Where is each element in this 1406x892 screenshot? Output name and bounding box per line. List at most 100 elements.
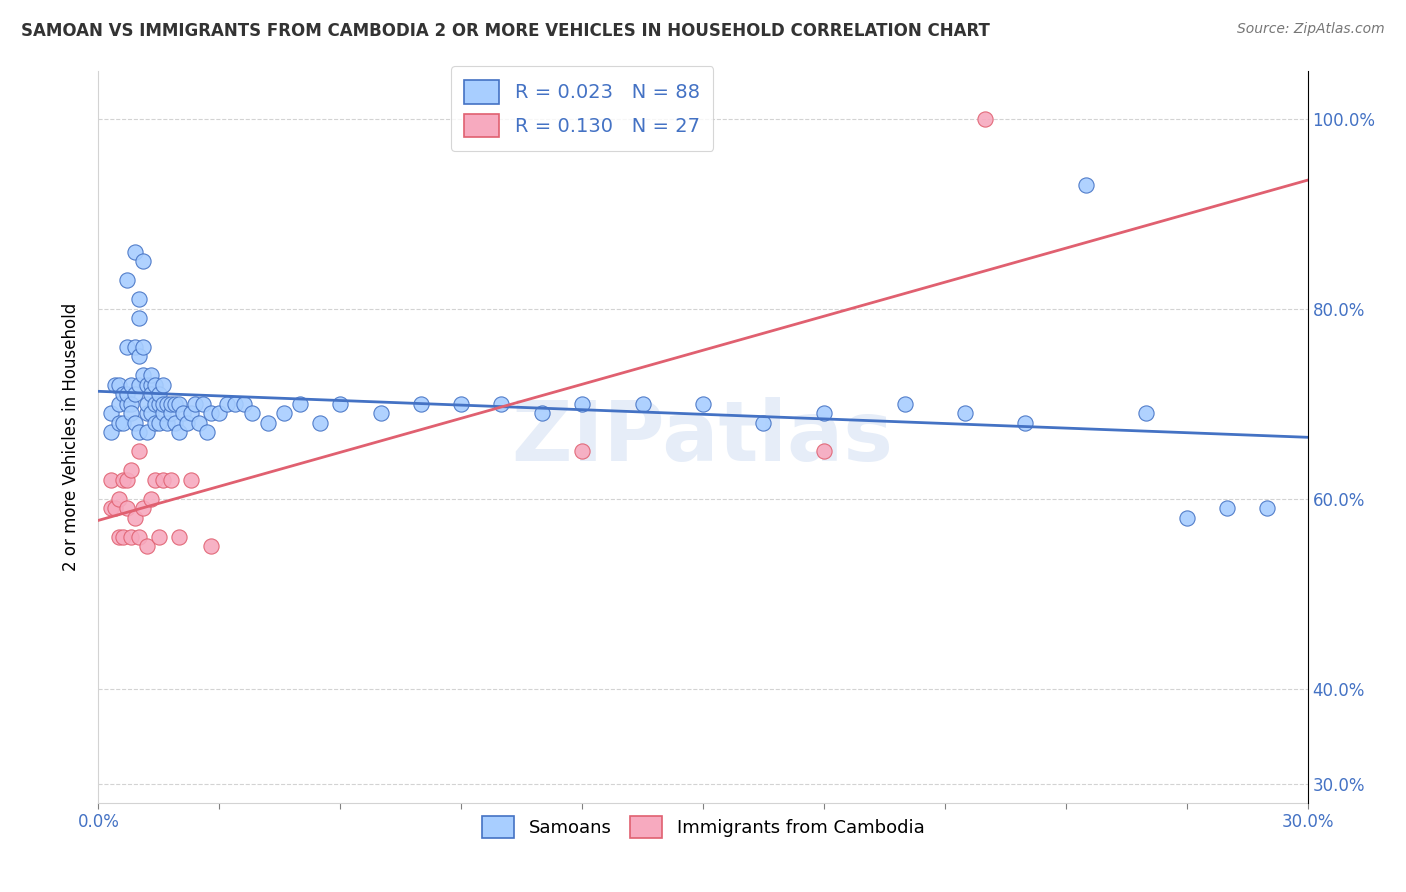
- Point: [1216, 501, 1239, 516]
- Point: [571, 397, 593, 411]
- Point: [124, 511, 146, 525]
- Point: [160, 473, 183, 487]
- Point: [217, 397, 239, 411]
- Point: [180, 473, 202, 487]
- Point: [107, 416, 129, 430]
- Point: [111, 416, 134, 430]
- Point: [100, 501, 122, 516]
- Point: [132, 501, 155, 516]
- Point: [188, 416, 211, 430]
- Point: [752, 416, 775, 430]
- Point: [1175, 511, 1198, 525]
- Point: [128, 377, 150, 392]
- Point: [135, 539, 157, 553]
- Point: [256, 416, 278, 430]
- Point: [692, 397, 714, 411]
- Point: [156, 397, 179, 411]
- Point: [309, 416, 332, 430]
- Point: [288, 397, 311, 411]
- Point: [115, 397, 138, 411]
- Point: [107, 377, 129, 392]
- Point: [103, 377, 125, 392]
- Point: [156, 416, 179, 430]
- Point: [200, 406, 222, 420]
- Point: [128, 293, 150, 307]
- Point: [167, 397, 190, 411]
- Point: [195, 425, 218, 440]
- Point: [148, 530, 170, 544]
- Point: [224, 397, 246, 411]
- Point: [1014, 416, 1036, 430]
- Point: [100, 473, 122, 487]
- Point: [1135, 406, 1157, 420]
- Point: [135, 406, 157, 420]
- Point: [530, 406, 553, 420]
- Point: [148, 397, 170, 411]
- Legend: Samoans, Immigrants from Cambodia: Samoans, Immigrants from Cambodia: [474, 808, 932, 845]
- Point: [120, 406, 142, 420]
- Point: [172, 406, 194, 420]
- Point: [893, 397, 915, 411]
- Point: [115, 473, 138, 487]
- Text: SAMOAN VS IMMIGRANTS FROM CAMBODIA 2 OR MORE VEHICLES IN HOUSEHOLD CORRELATION C: SAMOAN VS IMMIGRANTS FROM CAMBODIA 2 OR …: [21, 22, 990, 40]
- Point: [152, 377, 174, 392]
- Point: [163, 416, 186, 430]
- Point: [128, 425, 150, 440]
- Point: [139, 368, 162, 383]
- Point: [160, 406, 183, 420]
- Point: [120, 397, 142, 411]
- Point: [115, 501, 138, 516]
- Point: [139, 387, 162, 401]
- Point: [180, 406, 202, 420]
- Point: [450, 397, 472, 411]
- Point: [135, 425, 157, 440]
- Point: [128, 444, 150, 458]
- Point: [148, 416, 170, 430]
- Point: [120, 377, 142, 392]
- Point: [107, 491, 129, 506]
- Point: [1074, 178, 1097, 193]
- Point: [115, 340, 138, 354]
- Point: [124, 244, 146, 259]
- Point: [152, 397, 174, 411]
- Point: [128, 311, 150, 326]
- Point: [953, 406, 976, 420]
- Point: [160, 397, 183, 411]
- Point: [240, 406, 263, 420]
- Point: [1256, 501, 1278, 516]
- Point: [184, 397, 207, 411]
- Point: [152, 406, 174, 420]
- Point: [491, 397, 513, 411]
- Point: [167, 530, 190, 544]
- Point: [124, 387, 146, 401]
- Point: [132, 340, 155, 354]
- Point: [120, 530, 142, 544]
- Point: [143, 473, 166, 487]
- Point: [100, 406, 122, 420]
- Point: [409, 397, 432, 411]
- Point: [813, 444, 835, 458]
- Point: [135, 377, 157, 392]
- Point: [232, 397, 254, 411]
- Point: [124, 416, 146, 430]
- Point: [139, 406, 162, 420]
- Point: [571, 444, 593, 458]
- Point: [200, 539, 222, 553]
- Point: [273, 406, 295, 420]
- Point: [370, 406, 392, 420]
- Point: [143, 397, 166, 411]
- Point: [103, 501, 125, 516]
- Point: [176, 416, 198, 430]
- Point: [107, 530, 129, 544]
- Point: [100, 425, 122, 440]
- Point: [139, 377, 162, 392]
- Text: ZIPat⁠las: ZIPat⁠las: [513, 397, 893, 477]
- Point: [111, 473, 134, 487]
- Point: [111, 530, 134, 544]
- Point: [111, 387, 134, 401]
- Point: [120, 463, 142, 477]
- Y-axis label: 2 or more Vehicles in Household: 2 or more Vehicles in Household: [62, 303, 80, 571]
- Point: [148, 387, 170, 401]
- Point: [115, 387, 138, 401]
- Point: [143, 416, 166, 430]
